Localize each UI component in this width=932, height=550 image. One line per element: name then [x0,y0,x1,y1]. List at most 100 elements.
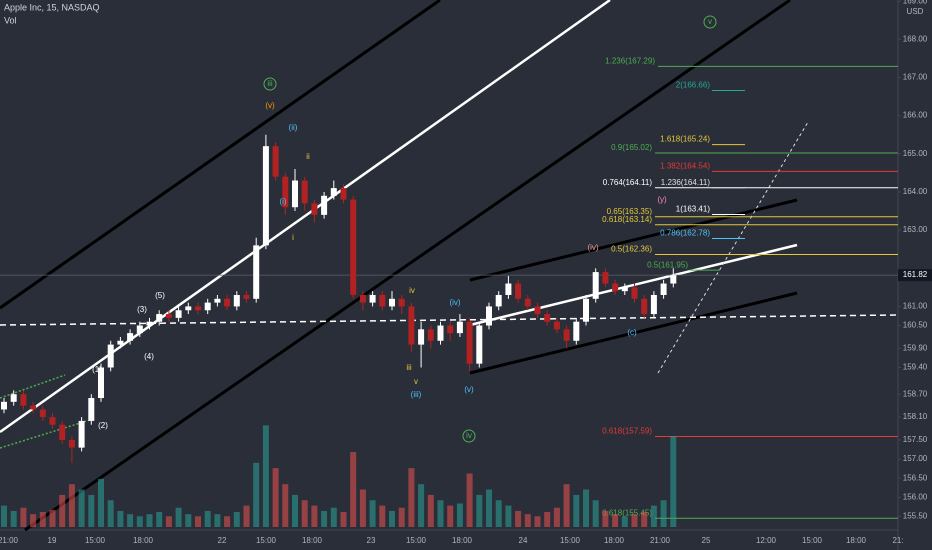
candle-body [311,203,318,215]
volume-bar [427,494,434,527]
volume-bar [185,514,192,527]
volume-bar [340,512,347,527]
candle-body [612,283,619,292]
wave-label: iv [409,286,415,295]
volume-bar [282,484,289,527]
candle-body [534,306,541,315]
candle-body [117,340,124,345]
volume-bar [39,512,46,527]
y-tick-label: 164.00 [903,187,928,196]
candle-body [59,424,66,440]
candle-body [505,283,512,295]
candle-body [447,325,454,334]
wave-label: (5) [155,291,165,300]
candle-body [1,401,7,410]
candle-body [359,294,366,303]
drawings [0,0,899,532]
candle-body [253,245,260,299]
candle-body [175,310,182,318]
volume-bar [243,505,250,527]
volume-bar [107,500,114,527]
wave-label: (v) [265,101,275,110]
fib-label: 0.618(155.45) [602,508,652,517]
y-tick-label: 156.50 [903,473,928,482]
candle-body [583,298,589,322]
fib-label: 0.618(163.14) [602,215,652,224]
volume-bar [544,512,551,527]
last-price-label: 161.82 [903,270,928,279]
candle-body [156,314,163,322]
channel-line [0,0,441,310]
volume-bar [612,514,619,527]
candle-body [292,180,298,208]
candle-body [408,306,415,345]
y-tick-label: 160.50 [903,321,928,330]
x-tick-label: 15:00 [560,536,581,545]
candle-body [20,394,27,406]
volume-bar [311,505,318,527]
volume-bar [660,500,667,527]
volume-bar [175,507,182,527]
wedge-line [469,243,798,327]
volume-bar [136,516,143,527]
x-tick-label: 15:00 [85,536,106,545]
wave-label: (4) [144,352,154,361]
candle-body [68,439,75,448]
y-tick-label: 159.40 [903,363,928,372]
volume-bar [127,514,134,527]
volume-bar [389,510,395,527]
wave-label: (y) [657,195,667,204]
volume-bar [641,512,648,527]
candle-body [272,146,279,177]
x-tick-label: 19 [48,536,57,545]
candle-body [592,272,599,299]
candle-body [10,394,17,402]
wedge-line [469,291,798,375]
x-tick-label: 21: [892,536,903,545]
candle-body [39,409,46,418]
candle-body [389,298,395,307]
candle-body [602,272,609,284]
volume-bar [563,484,570,527]
volume-bar [476,494,483,527]
y-tick-label: 158.10 [903,412,928,421]
wave-label: iii [267,79,273,88]
candle-body [88,398,95,421]
candle-body [544,314,551,322]
volume-bar [301,500,308,527]
y-tick-label: 165.00 [903,149,928,158]
volume-bar [437,500,444,527]
volume-bar [447,505,454,527]
volume-bar [117,510,124,527]
candle-body [224,298,231,307]
volume-bar [98,478,104,527]
fib-label: 1.236(167.29) [605,57,655,66]
volume-bar [621,516,628,527]
volume-bar [165,516,172,527]
volume-bar [78,489,85,527]
candle-body [476,325,483,364]
wave-circle [263,77,277,91]
wedge-line [469,198,798,282]
volume-bar [224,516,231,527]
volume-bar [602,510,609,527]
wave-circle [462,429,476,443]
volume-bar [10,510,17,527]
last-price-tag [898,269,932,282]
wave-label: (v) [464,385,474,394]
volume-bar [631,514,638,527]
volume-bar [515,510,522,527]
x-tick-label: 23 [367,536,376,545]
fib-label: 2(166.66) [676,81,711,90]
wave-label: (ii) [289,123,298,132]
volume-bar [204,510,211,527]
candle-body [369,294,376,303]
candle-body [185,306,192,311]
fib-label: 0.9(165.02) [611,143,652,152]
volume-bar [30,514,37,527]
volume-bar [418,484,425,527]
volume-bar [330,507,337,527]
volume-bar [534,516,541,527]
candle-body [204,302,211,311]
fib-label: 0.618(157.59) [602,427,652,436]
